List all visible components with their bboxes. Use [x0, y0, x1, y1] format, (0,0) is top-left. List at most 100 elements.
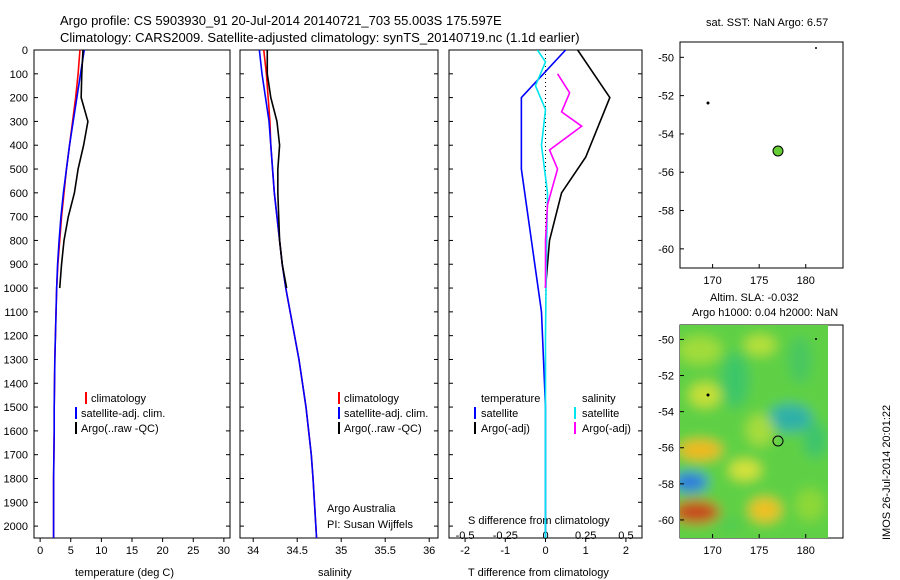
- x-tick-label: 20: [157, 545, 169, 557]
- x-tick-label: 35: [335, 545, 347, 557]
- map-y-tick-label: -52: [658, 91, 674, 103]
- x-tick-label: 10: [95, 545, 107, 557]
- y-tick-label: 200: [10, 93, 28, 105]
- series-line-argo-raw-qc-: [266, 50, 288, 289]
- sla-map-dot: [815, 338, 817, 340]
- y-tick-label: 100: [10, 69, 28, 81]
- series-line-satellite-adj-clim-: [258, 50, 318, 538]
- salinity-x-axis: 34 34.5 35 35.5 36: [247, 538, 435, 557]
- y-tick-label: 800: [10, 235, 28, 247]
- sla-map-axes: -50 -52 -54 -56 -58 -60 170 175 180: [658, 334, 815, 557]
- salinity-legend: climatology satellite-adj. clim. Argo(..…: [327, 392, 428, 531]
- map-y-tick-label: -58: [658, 479, 674, 491]
- map-y-tick-label: -60: [658, 244, 674, 256]
- y-tick-label: 1000: [4, 283, 28, 295]
- y-tick-label: 900: [10, 259, 28, 271]
- map-x-tick-label: 170: [703, 275, 721, 287]
- map-x-tick-label: 180: [797, 545, 815, 557]
- argo-australia-note: Argo Australia: [327, 503, 396, 515]
- legend-label-argo: Argo(..raw -QC): [344, 423, 422, 435]
- legend-salinity-header: salinity: [582, 393, 616, 405]
- y-tick-label: 400: [10, 140, 28, 152]
- legend-temperature-header: temperature: [481, 393, 540, 405]
- y-tick-label: 300: [10, 116, 28, 128]
- y-tick-label: 700: [10, 212, 28, 224]
- y-tick-label: 2000: [4, 521, 28, 533]
- difference-legend: temperature satellite Argo(-adj) salinit…: [474, 393, 631, 435]
- series-line-climatology: [262, 50, 318, 538]
- argo-location-marker: [772, 145, 784, 157]
- legend-label-climatology: climatology: [344, 393, 400, 405]
- difference-series: [520, 50, 611, 538]
- map-y-tick-label: -56: [658, 167, 674, 179]
- series-line-s-satellite: [534, 50, 549, 538]
- map-x-tick-label: 175: [750, 275, 768, 287]
- temperature-series: [52, 50, 89, 538]
- y-tick-label: 600: [10, 188, 28, 200]
- sst-map-dot: [815, 47, 817, 49]
- legend-label-climatology: climatology: [91, 393, 147, 405]
- depth-axis: 0 100 200 300 400 500 600 700 800 900 1000 1100 1200…: [4, 45, 642, 533]
- y-tick-label: 1500: [4, 402, 28, 414]
- x-tick-label: 35.5: [374, 545, 395, 557]
- y-tick-label: 1100: [4, 307, 28, 319]
- sla-map-title-2: Argo h1000: 0.04 h2000: NaN: [692, 307, 838, 319]
- map-x-tick-label: 180: [797, 275, 815, 287]
- temperature-legend: climatology satellite-adj. clim. Argo(..…: [75, 392, 165, 435]
- x-tick-label: -1: [500, 545, 510, 557]
- series-line-s-argo: [544, 73, 584, 289]
- sla-map-title-1: Altim. SLA: -0.032: [710, 292, 799, 304]
- sst-map-axes: -50 -52 -54 -56 -58 -60 170 175 180: [658, 52, 815, 287]
- map-y-tick-label: -50: [658, 334, 674, 346]
- map-y-tick-label: -58: [658, 206, 674, 218]
- series-line-climatology: [52, 50, 81, 538]
- map-y-tick-label: -60: [658, 515, 674, 527]
- x-tick-label: 2: [623, 545, 629, 557]
- sst-map-title: sat. SST: NaN Argo: 6.57: [706, 17, 828, 29]
- legend-label-satellite: satellite-adj. clim.: [81, 408, 165, 420]
- x-tick-label: 15: [126, 545, 138, 557]
- legend-label-argo: Argo(..raw -QC): [81, 423, 159, 435]
- x-tick-label: -2: [460, 545, 470, 557]
- x-tick-label: 5: [68, 545, 74, 557]
- x-tick-label: 25: [187, 545, 199, 557]
- y-tick-label: 1200: [4, 331, 28, 343]
- y-tick-label: 0: [22, 45, 28, 57]
- y-tick-label: 1700: [4, 450, 28, 462]
- difference-x-axis: -2 -1 0 1 2: [460, 538, 629, 557]
- sst-map-frame: [679, 41, 844, 269]
- series-line-satellite-adj-clim-: [52, 50, 86, 538]
- temperature-x-axis: 0 5 10 15 20 25 30: [37, 538, 230, 557]
- s-tick-label: 0.25: [575, 530, 596, 542]
- map-y-tick-label: -52: [658, 371, 674, 383]
- temperature-plot-frame: [33, 49, 231, 539]
- series-line-argo-raw-qc-: [58, 50, 89, 289]
- x-tick-label: 36: [423, 545, 435, 557]
- map-y-tick-label: -56: [658, 443, 674, 455]
- difference-xlabel: T difference from climatology: [468, 567, 609, 579]
- map-y-tick-label: -54: [658, 129, 674, 141]
- x-tick-label: 34: [247, 545, 259, 557]
- map-y-tick-label: -50: [658, 52, 674, 64]
- title-line-2: Climatology: CARS2009. Satellite-adjuste…: [60, 30, 580, 45]
- sla-map-dot: [706, 393, 710, 397]
- map-x-tick-label: 175: [750, 545, 768, 557]
- title-line-1: Argo profile: CS 5903930_91 20-Jul-2014 …: [60, 13, 502, 28]
- y-tick-label: 1900: [4, 497, 28, 509]
- salinity-plot-frame: [239, 49, 439, 539]
- x-tick-label: 1: [583, 545, 589, 557]
- y-tick-label: 1300: [4, 354, 28, 366]
- salinity-series: [258, 50, 318, 538]
- y-tick-label: 500: [10, 164, 28, 176]
- legend-label-t-argo: Argo(-adj): [481, 423, 530, 435]
- s-tick-label: -0.25: [493, 530, 518, 542]
- x-tick-label: 34.5: [286, 545, 307, 557]
- y-tick-label: 1800: [4, 473, 28, 485]
- salinity-xlabel: salinity: [318, 567, 352, 579]
- legend-label-s-satellite: satellite: [582, 408, 619, 420]
- x-tick-label: 0: [542, 545, 548, 557]
- sst-map-dot: [706, 101, 710, 105]
- legend-label-t-satellite: satellite: [481, 408, 518, 420]
- series-line-t-argo-adj-: [544, 50, 611, 289]
